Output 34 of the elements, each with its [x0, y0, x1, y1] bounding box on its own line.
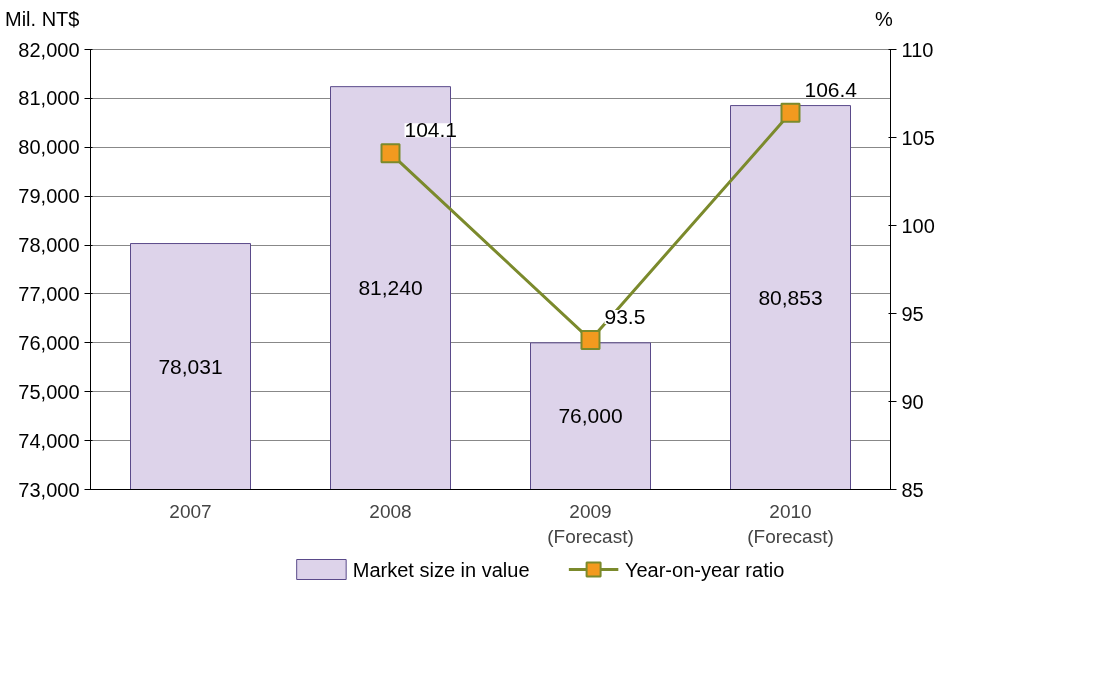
y-tick-label: 74,000	[18, 429, 80, 452]
y-axis-title: Mil. NT$	[5, 7, 80, 32]
text: 93.5	[604, 304, 646, 328]
text: 106.4	[804, 77, 858, 101]
text: 80,853	[758, 285, 823, 309]
y-tick-label: 76,000	[18, 331, 80, 354]
y2-axis-title: %	[875, 7, 893, 32]
x-tick-label: 2010 (Forecast)	[747, 500, 834, 547]
y-tick-label: 75,000	[18, 380, 80, 403]
text: 81,240	[358, 275, 423, 299]
y-tick-label: 73,000	[18, 478, 80, 501]
point	[780, 102, 801, 123]
y2-tick-label: 85	[901, 478, 924, 501]
y2-tick-label: 100	[901, 214, 935, 237]
text: 104.1	[404, 117, 458, 141]
y-tick-label: 80,000	[18, 135, 80, 158]
point	[580, 329, 601, 350]
legend-label: Market size in value	[352, 558, 530, 581]
y2-tick-label: 105	[901, 126, 935, 149]
legend-label: Year-on-year ratio	[624, 558, 785, 581]
y-tick-label: 78,000	[18, 233, 80, 256]
x-tick-label: 2009 (Forecast)	[547, 500, 634, 547]
point	[380, 142, 401, 163]
x-tick-label: 2007	[169, 500, 212, 522]
y2-tick-label: 95	[901, 302, 924, 325]
y-tick-label: 77,000	[18, 282, 80, 305]
y2-tick-label: 90	[901, 390, 924, 413]
y-tick-label: 79,000	[18, 184, 80, 207]
y-tick-label: 81,000	[18, 86, 80, 109]
y2-tick-label: 110	[901, 38, 934, 61]
y-tick-label: 82,000	[18, 38, 80, 61]
x-tick-label: 2008	[369, 500, 412, 522]
text: 76,000	[558, 403, 623, 427]
text: 78,031	[158, 354, 223, 378]
